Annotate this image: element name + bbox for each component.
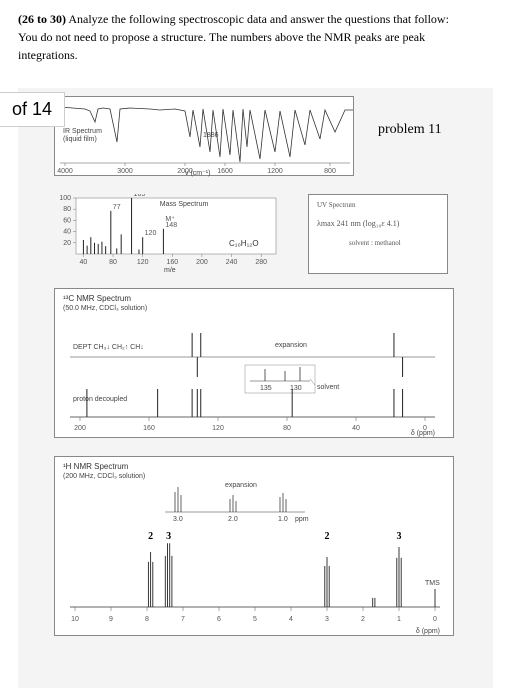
pd-peaks [87,389,403,417]
inset-tick-2: 2.0 [228,516,238,523]
question-prompt: (26 to 30) Analyze the following spectro… [0,0,511,68]
prompt-line2: You do not need to propose a structure. … [18,30,425,44]
h1-unit: δ (ppm) [416,628,440,635]
h1-integrations: 2 3 2 3 [148,531,401,542]
c13-exp-135: 135 [260,385,272,392]
prompt-line1: Analyze the following spectroscopic data… [66,12,449,26]
svg-text:40: 40 [352,425,360,432]
svg-text:240: 240 [226,259,238,266]
svg-text:160: 160 [143,425,155,432]
inset-tick-3: 3.0 [173,516,183,523]
ir-spectrum-panel: IR Spectrum (liquid film) 1886 400030002… [54,96,354,176]
svg-text:1200: 1200 [267,168,283,175]
spectra-figure: IR Spectrum (liquid film) 1886 400030002… [18,88,493,688]
h1-title: ¹H NMR Spectrum [63,462,129,471]
mass-spectrum-panel: 10080604020 77105120M⁺148 Mass Spectrum … [54,194,294,274]
svg-text:6: 6 [217,616,221,623]
svg-text:2: 2 [361,616,365,623]
c13-solvent-label: solvent [317,384,339,391]
inset-ppm: ppm [295,516,309,523]
ir-title: IR Spectrum [63,128,102,135]
svg-text:120: 120 [212,425,224,432]
svg-text:280: 280 [255,259,267,266]
svg-text:40: 40 [63,229,71,236]
c13-title: ¹³C NMR Spectrum [63,294,131,303]
h1-tms: TMS [425,580,440,587]
svg-text:4: 4 [289,616,293,623]
svg-text:9: 9 [109,616,113,623]
svg-text:77: 77 [113,204,121,211]
ir-axis-label: ν (cm⁻¹) [185,170,210,177]
h1-xticks: 109876543210 [71,607,437,623]
uv-spectrum-panel: UV Spectrum λmax 241 nm (log₁₀ε 4.1) sol… [308,194,448,274]
svg-text:80: 80 [283,425,291,432]
c13-nmr-panel: ¹³C NMR Spectrum (50.0 MHz, CDCl₃ soluti… [54,288,454,438]
ms-title: Mass Spectrum [160,201,209,208]
uv-title: UV Spectrum [317,201,356,209]
integration: 2 [325,531,330,542]
svg-text:10: 10 [71,616,79,623]
svg-text:200: 200 [74,425,86,432]
ir-svg: IR Spectrum (liquid film) 1886 400030002… [55,97,355,177]
c13-subtitle: (50.0 MHz, CDCl₃ solution) [63,305,147,312]
h1-expansion-label: expansion [225,482,257,489]
ms-formula: C₁₀H₁₂O [229,239,259,248]
ms-svg: 10080604020 77105120M⁺148 Mass Spectrum … [54,194,294,274]
integration: 3 [397,531,402,542]
svg-text:1600: 1600 [217,168,233,175]
h1-svg: ¹H NMR Spectrum (200 MHz, CDCl₃ solution… [55,457,455,637]
svg-text:3000: 3000 [117,168,133,175]
c13-unit: δ (ppm) [411,430,435,437]
svg-text:3: 3 [325,616,329,623]
ms-xaxis: m/e [164,267,176,274]
uv-solvent: solvent : methanol [349,239,401,247]
uv-lambda: λmax 241 nm (log₁₀ε 4.1) [317,219,399,228]
h1-inset: 3.0 2.0 1.0 ppm [165,487,309,523]
inset-tick-1: 1.0 [278,516,288,523]
svg-text:120: 120 [145,230,157,237]
h1-main-peaks [148,543,435,607]
svg-text:40: 40 [80,259,88,266]
integration: 3 [166,531,171,542]
c13-pd-label: proton decoupled [73,396,127,403]
svg-text:0: 0 [433,616,437,623]
page-indicator: of 14 [0,92,65,127]
ms-xticks: 40 80 120 160 200 240 280 [80,254,268,266]
prompt-line3: integrations. [18,48,78,62]
problem-label: problem 11 [378,122,442,138]
svg-text:100: 100 [59,195,71,202]
c13-expansion-label: expansion [275,342,307,349]
integration: 2 [148,531,153,542]
h1-subtitle: (200 MHz, CDCl₃ solution) [63,473,145,480]
svg-text:120: 120 [137,259,149,266]
svg-text:160: 160 [166,259,178,266]
svg-text:20: 20 [63,240,71,247]
svg-text:148: 148 [165,222,177,229]
svg-text:1: 1 [397,616,401,623]
svg-text:105: 105 [134,194,146,198]
ms-yticks: 100 80 60 40 20 [59,195,76,247]
c13-dept-label: DEPT CH₃↓ CH₂↑ CH↓ [73,344,144,351]
svg-text:4000: 4000 [57,168,73,175]
svg-text:7: 7 [181,616,185,623]
c13-xticks: 20016012080400 [74,417,427,432]
h1-nmr-panel: ¹H NMR Spectrum (200 MHz, CDCl₃ solution… [54,456,454,636]
svg-text:800: 800 [324,168,336,175]
svg-text:5: 5 [253,616,257,623]
svg-text:60: 60 [63,217,71,224]
dept-peaks [192,333,402,377]
svg-text:80: 80 [63,206,71,213]
c13-svg: ¹³C NMR Spectrum (50.0 MHz, CDCl₃ soluti… [55,289,455,439]
svg-text:8: 8 [145,616,149,623]
ir-subtitle: (liquid film) [63,136,97,143]
svg-text:80: 80 [109,259,117,266]
prompt-lead: (26 to 30) [18,12,66,26]
svg-text:200: 200 [196,259,208,266]
